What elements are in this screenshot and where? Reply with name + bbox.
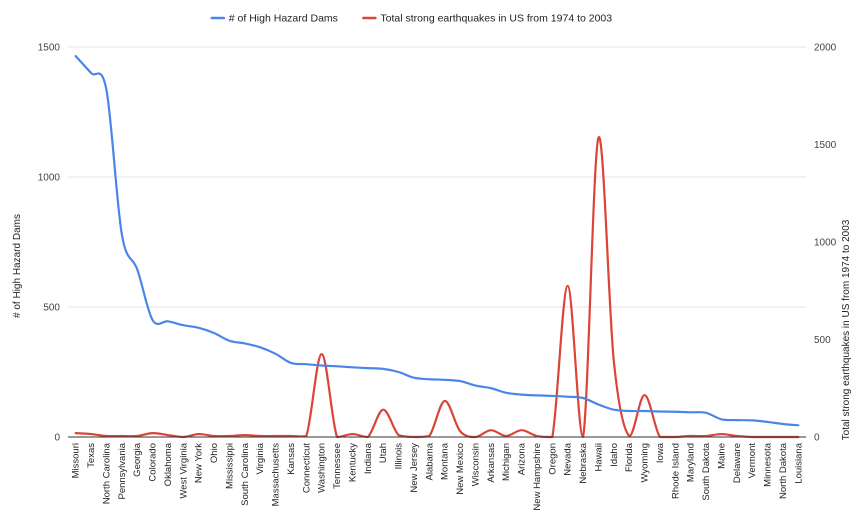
category-label: New Hampshire xyxy=(532,443,543,511)
category-label: Texas xyxy=(86,443,97,468)
category-label: Illinois xyxy=(394,443,405,470)
category-label: Hawaii xyxy=(593,443,604,472)
category-label: North Dakota xyxy=(778,442,789,499)
category-label: Nebraska xyxy=(578,442,589,483)
legend-item-earthquakes: Total strong earthquakes in US from 1974… xyxy=(362,13,612,25)
category-label: Delaware xyxy=(732,443,743,483)
series-high-hazard-dams xyxy=(74,55,800,427)
category-label: Wisconsin xyxy=(470,443,481,486)
category-label: Tennessee xyxy=(332,443,343,489)
category-label: South Carolina xyxy=(240,442,251,506)
category-label: Maryland xyxy=(686,443,697,482)
category-label: South Dakota xyxy=(701,442,712,500)
category-label: Georgia xyxy=(132,442,143,477)
y2-axis-title: Total strong earthquakes in US from 1974… xyxy=(841,219,852,440)
category-label: North Carolina xyxy=(101,442,112,504)
category-label: Connecticut xyxy=(301,443,312,494)
category-label: Virginia xyxy=(255,442,266,474)
right-axis-ticks: 0 500 1000 1500 2000 xyxy=(814,43,837,444)
category-label: Indiana xyxy=(363,442,374,474)
category-label: Colorado xyxy=(148,443,159,482)
category-labels: Missouri Texas North Carolina Pennsylvania G… xyxy=(71,442,805,510)
y-axis-title: # of High Hazard Dams xyxy=(12,214,23,318)
category-label: Minnesota xyxy=(763,442,774,487)
category-label: Arkansas xyxy=(486,443,497,483)
category-label: Kansas xyxy=(286,443,297,475)
legend-label: # of High Hazard Dams xyxy=(229,13,338,25)
category-label: Rhode Island xyxy=(670,443,681,499)
category-label: Massachusetts xyxy=(271,443,282,507)
category-label: Arizona xyxy=(517,442,528,475)
right-tick-label: 1000 xyxy=(814,238,837,249)
left-axis-ticks: 0 500 1000 1500 xyxy=(38,43,61,444)
series-line-earthquakes xyxy=(74,136,800,439)
left-tick-label: 500 xyxy=(43,303,60,314)
series-lines xyxy=(74,55,800,439)
legend-item-high-hazard-dams: # of High Hazard Dams xyxy=(210,13,338,25)
left-tick-label: 0 xyxy=(54,433,60,444)
right-tick-label: 0 xyxy=(814,433,820,444)
right-tick-label: 500 xyxy=(814,335,831,346)
category-label: Maine xyxy=(716,443,727,469)
right-tick-label: 1500 xyxy=(814,140,837,151)
category-label: Utah xyxy=(378,443,389,463)
left-tick-label: 1500 xyxy=(38,43,61,54)
category-label: Washington xyxy=(317,443,328,493)
category-label: Pennsylvania xyxy=(117,442,128,499)
category-label: Oregon xyxy=(547,443,558,475)
category-label: Michigan xyxy=(501,443,512,481)
category-label: West Virginia xyxy=(178,442,189,498)
category-label: Missouri xyxy=(71,443,82,478)
category-label: Alabama xyxy=(424,442,435,480)
category-label: Louisiana xyxy=(793,442,804,483)
category-label: New York xyxy=(194,443,205,483)
legend-label: Total strong earthquakes in US from 1974… xyxy=(380,13,612,25)
gridlines xyxy=(68,46,806,308)
right-tick-label: 2000 xyxy=(814,43,837,54)
category-label: Montana xyxy=(440,442,451,480)
series-earthquakes xyxy=(74,136,800,439)
category-label: Wyoming xyxy=(640,443,651,483)
left-tick-label: 1000 xyxy=(38,173,61,184)
category-label: Vermont xyxy=(747,443,758,479)
category-label: New Mexico xyxy=(455,443,466,495)
category-label: Iowa xyxy=(655,442,666,463)
category-label: Oklahoma xyxy=(163,442,174,486)
category-label: Nevada xyxy=(563,442,574,475)
category-label: Mississippi xyxy=(224,443,235,489)
series-line-high-hazard-dams xyxy=(74,55,800,427)
category-label: Kentucky xyxy=(347,443,358,482)
category-label: New Jersey xyxy=(409,443,420,493)
category-label: Idaho xyxy=(609,443,620,467)
category-label: Ohio xyxy=(209,443,220,463)
category-label: Florida xyxy=(624,442,635,472)
legend: # of High Hazard Dams Total strong earthq… xyxy=(210,13,612,25)
